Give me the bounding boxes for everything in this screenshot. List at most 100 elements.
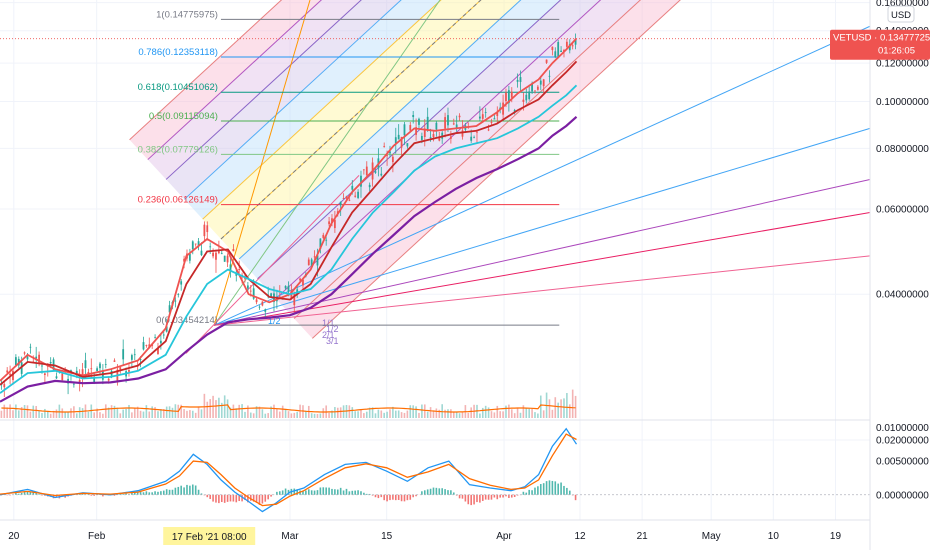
candle-body [546, 60, 548, 63]
volume-bar [30, 412, 32, 418]
volume-bar [169, 406, 171, 418]
histogram-bar [279, 491, 281, 495]
volume-bar [79, 407, 81, 418]
histogram-bar [476, 495, 478, 502]
volume-bar [238, 405, 240, 418]
volume-bar [99, 412, 101, 418]
candle-body [154, 337, 156, 338]
candle-body [375, 171, 377, 172]
candle-body [409, 125, 411, 131]
volume-bar [204, 394, 206, 418]
candle-body [73, 384, 75, 385]
fib-level-label: 1(0.14775975) [156, 9, 218, 20]
volume-bar [494, 412, 496, 418]
volume-bar [459, 413, 461, 418]
candle-body [528, 91, 530, 99]
fib-level-label: 0.236(0.06126149) [138, 195, 218, 206]
histogram-bar [366, 494, 368, 495]
candle-body [363, 169, 365, 170]
volume-bar [285, 410, 287, 418]
candle-body [351, 186, 353, 190]
fan-label: 3/1 [326, 336, 339, 346]
histogram-bar [235, 495, 237, 503]
volume-bar [227, 399, 229, 418]
volume-bar [24, 405, 26, 418]
candle-body [145, 345, 147, 346]
volume-bar [64, 412, 66, 418]
price-tick-label: 0.04000000 [876, 290, 929, 301]
candle-body [238, 269, 240, 270]
candle-body [418, 119, 420, 125]
candle-body [44, 373, 46, 375]
volume-bar [148, 412, 150, 418]
volume-bar [61, 408, 63, 418]
histogram-bar [146, 491, 148, 494]
histogram-bar [557, 484, 559, 495]
volume-bar [143, 412, 145, 418]
histogram-bar [215, 495, 217, 503]
volume-bar [566, 393, 568, 418]
candle-body [453, 123, 455, 124]
volume-bar [450, 409, 452, 418]
histogram-bar [407, 495, 409, 500]
candle-body [105, 364, 107, 365]
osc-tick-label: 0.00500000 [876, 457, 929, 468]
candle-body [215, 253, 217, 260]
histogram-bar [325, 487, 327, 494]
crosshair-date-label: 17 Feb '21 08:00 [172, 532, 247, 543]
volume-bar [27, 405, 29, 418]
volume-bar [549, 399, 551, 418]
candle-body [314, 256, 316, 257]
candle-body [143, 342, 145, 349]
volume-bar [322, 408, 324, 418]
histogram-bar [389, 495, 391, 500]
fib-level-label: 0.382(0.07779126) [138, 144, 218, 155]
candle-body [108, 379, 110, 381]
volume-bar [534, 412, 536, 418]
volume-bar [140, 411, 142, 418]
histogram-bar [546, 481, 548, 495]
histogram-bar [491, 495, 493, 500]
currency-label[interactable]: USD [891, 10, 911, 21]
price-badge-countdown: 01:26:05 [878, 46, 915, 57]
histogram-bar [198, 490, 200, 495]
candle-body [343, 198, 345, 199]
histogram-bar [540, 484, 542, 495]
histogram-bar [479, 495, 481, 503]
candle-body [520, 77, 522, 82]
volume-bar [93, 412, 95, 418]
volume-bar [482, 408, 484, 418]
histogram-bar [528, 490, 530, 495]
candle-body [482, 114, 484, 119]
candle-body [195, 244, 197, 245]
candle-body [134, 354, 136, 355]
volume-bar [386, 412, 388, 418]
histogram-bar [554, 481, 556, 494]
histogram-bar [430, 489, 432, 495]
histogram-bar [160, 491, 162, 495]
histogram-bar [224, 495, 226, 503]
volume-bar [154, 407, 156, 418]
volume-bar [273, 405, 275, 418]
histogram-bar [267, 495, 269, 500]
volume-bar [436, 408, 438, 418]
histogram-bar [334, 489, 336, 495]
candle-body [398, 135, 400, 139]
candle-body [96, 368, 98, 371]
candle-body [447, 115, 449, 125]
histogram-bar [18, 494, 20, 495]
volume-bar [563, 398, 565, 418]
candle-body [328, 221, 330, 224]
volume-bar [267, 413, 269, 418]
histogram-bar [514, 495, 516, 497]
volume-bar [560, 399, 562, 418]
candle-body [209, 246, 211, 247]
volume-bar [407, 411, 409, 418]
histogram-bar [157, 492, 159, 495]
histogram-bar [317, 490, 319, 495]
price-badge-symbol: VETUSD · 0.13477725 [833, 33, 930, 44]
candle-body [334, 220, 336, 228]
histogram-bar [343, 490, 345, 494]
